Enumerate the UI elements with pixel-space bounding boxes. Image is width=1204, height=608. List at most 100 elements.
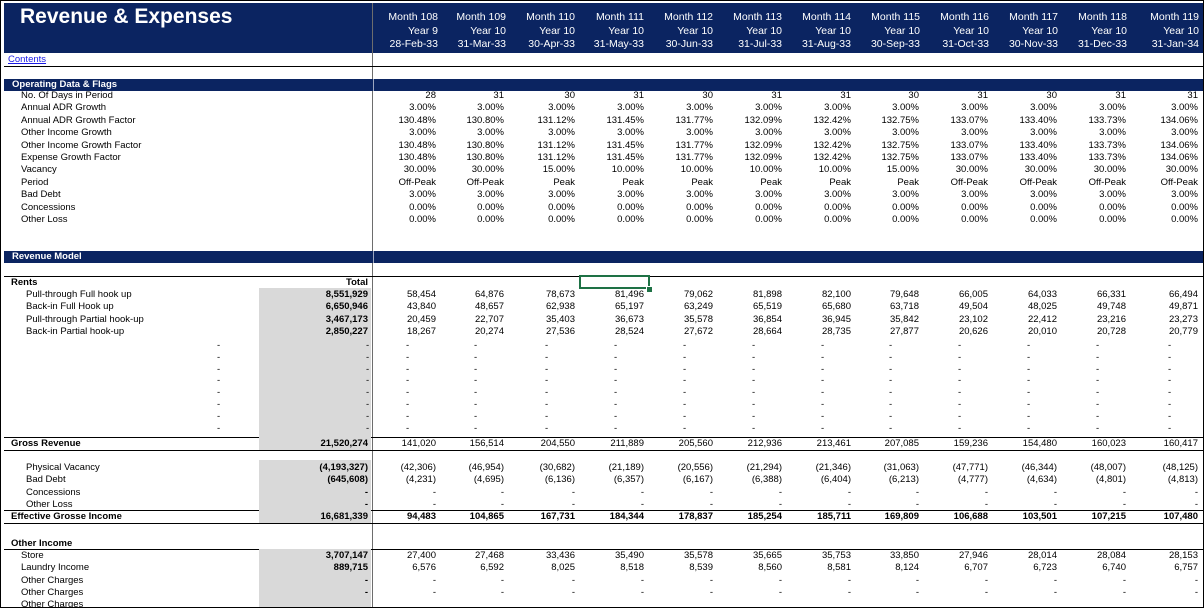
other-income-value[interactable]: 28,084 — [1096, 550, 1126, 561]
other-income-value[interactable]: 28,153 — [1168, 550, 1198, 561]
blank-value[interactable]: - — [406, 422, 410, 434]
rent-value[interactable]: 48,025 — [1027, 301, 1057, 313]
deduction-value[interactable]: (4,695) — [473, 474, 504, 486]
rent-value[interactable]: 66,331 — [1096, 289, 1126, 300]
operating-value[interactable]: 0.00% — [755, 214, 782, 225]
operating-value[interactable]: Peak — [760, 176, 782, 188]
operating-value[interactable]: 10.00% — [749, 164, 782, 176]
egi-value[interactable]: 167,731 — [540, 511, 575, 522]
deduction-value[interactable]: (6,388) — [751, 474, 782, 486]
blank-value[interactable]: - — [1096, 410, 1100, 422]
operating-value[interactable]: Off-Peak — [1088, 176, 1126, 188]
operating-value[interactable]: 131.12% — [537, 139, 575, 151]
operating-value[interactable]: 3.00% — [755, 189, 782, 201]
operating-value[interactable]: 3.00% — [961, 102, 988, 114]
other-income-value[interactable]: 6,723 — [1033, 562, 1057, 574]
operating-value[interactable]: 10.00% — [611, 164, 644, 176]
other-income-value[interactable]: - — [778, 574, 782, 586]
operating-value[interactable]: 30.00% — [471, 164, 504, 176]
contents-link[interactable]: Contents — [8, 54, 47, 65]
other-income-value[interactable]: - — [915, 574, 919, 586]
operating-value[interactable]: 0.00% — [686, 214, 713, 225]
rent-total[interactable]: 3,467,173 — [325, 313, 368, 325]
operating-value[interactable]: 3.00% — [892, 189, 919, 201]
operating-value[interactable]: 0.00% — [892, 214, 919, 225]
deduction-value[interactable]: - — [915, 486, 919, 498]
blank-value[interactable]: - — [406, 387, 410, 399]
rent-value[interactable]: 36,673 — [614, 313, 644, 325]
operating-value[interactable]: 3.00% — [892, 127, 919, 139]
deduction-value[interactable]: - — [1194, 486, 1198, 498]
operating-value[interactable]: 0.00% — [409, 214, 436, 225]
blank-value[interactable]: - — [683, 375, 687, 387]
rent-value[interactable]: 49,871 — [1168, 301, 1198, 313]
egi-value[interactable]: 104,865 — [469, 511, 504, 522]
deduction-value[interactable]: - — [778, 486, 782, 498]
other-income-value[interactable]: 8,124 — [895, 562, 919, 574]
operating-value[interactable]: 130.48% — [398, 152, 436, 163]
column-header-8[interactable]: Month 115 Year 10 30-Sep-33 — [851, 11, 920, 52]
operating-value[interactable]: 3.00% — [1099, 102, 1126, 114]
rent-value[interactable]: 81,496 — [614, 289, 644, 300]
deduction-value[interactable]: (21,294) — [746, 462, 782, 473]
rent-total[interactable]: 2,850,227 — [325, 325, 368, 337]
blank-value[interactable]: - — [889, 410, 893, 422]
operating-value[interactable]: 133.07% — [950, 152, 988, 163]
blank-value[interactable]: - — [958, 375, 962, 387]
other-income-value[interactable]: - — [432, 586, 436, 598]
operating-value[interactable]: 30 — [1046, 90, 1057, 101]
blank-value[interactable]: - — [683, 410, 687, 422]
blank-value[interactable]: - — [889, 399, 893, 410]
other-income-value[interactable]: 6,740 — [1102, 562, 1126, 574]
operating-value[interactable]: 0.00% — [824, 201, 851, 213]
column-header-10[interactable]: Month 117 Year 10 30-Nov-33 — [989, 11, 1058, 52]
operating-value[interactable]: 0.00% — [548, 201, 575, 213]
deduction-value[interactable]: (4,813) — [1167, 474, 1198, 486]
other-income-value[interactable]: 8,539 — [689, 562, 713, 574]
other-income-value[interactable]: 6,707 — [964, 562, 988, 574]
rent-value[interactable]: 65,197 — [614, 301, 644, 313]
operating-value[interactable]: 132.42% — [813, 152, 851, 163]
blank-value[interactable]: - — [1096, 363, 1100, 375]
operating-value[interactable]: 131.12% — [537, 114, 575, 126]
operating-value[interactable]: Off-Peak — [950, 176, 988, 188]
gross-revenue-value[interactable]: 205,560 — [678, 438, 713, 449]
rent-value[interactable]: 20,779 — [1168, 325, 1198, 337]
rent-value[interactable]: 49,504 — [958, 301, 988, 313]
blank-value[interactable]: - — [406, 375, 410, 387]
blank-value[interactable]: - — [406, 399, 410, 410]
other-income-value[interactable]: 6,757 — [1174, 562, 1198, 574]
blank-value[interactable]: - — [545, 422, 549, 434]
column-header-2[interactable]: Month 109 Year 10 31-Mar-33 — [437, 11, 506, 52]
operating-value[interactable]: 132.75% — [881, 139, 919, 151]
operating-value[interactable]: 3.00% — [755, 127, 782, 139]
operating-value[interactable]: 131.45% — [606, 114, 644, 126]
other-income-value[interactable]: - — [1053, 574, 1057, 586]
other-income-value[interactable]: - — [847, 574, 851, 586]
blank-value[interactable]: - — [683, 340, 687, 351]
operating-value[interactable]: 132.09% — [744, 152, 782, 163]
rent-value[interactable]: 35,578 — [683, 313, 713, 325]
operating-value[interactable]: 131.45% — [606, 152, 644, 163]
blank-value[interactable]: - — [474, 375, 478, 387]
operating-value[interactable]: 3.00% — [617, 127, 644, 139]
blank-value[interactable]: - — [545, 387, 549, 399]
egi-value[interactable]: 178,837 — [678, 511, 713, 522]
operating-value[interactable]: 15.00% — [542, 164, 575, 176]
operating-value[interactable]: Peak — [622, 176, 644, 188]
operating-value[interactable]: 30.00% — [1093, 164, 1126, 176]
deduction-value[interactable]: (30,682) — [539, 462, 575, 473]
operating-value[interactable]: Off-Peak — [1019, 176, 1057, 188]
deduction-value[interactable]: (4,634) — [1026, 474, 1057, 486]
rent-value[interactable]: 79,648 — [889, 289, 919, 300]
rent-value[interactable]: 20,728 — [1096, 325, 1126, 337]
rent-value[interactable]: 66,494 — [1168, 289, 1198, 300]
operating-value[interactable]: 3.00% — [824, 102, 851, 114]
blank-value[interactable]: - — [752, 363, 756, 375]
deduction-value[interactable]: - — [640, 498, 644, 510]
deduction-value[interactable]: - — [1053, 486, 1057, 498]
other-income-value[interactable]: - — [1053, 586, 1057, 598]
operating-value[interactable]: 31 — [1115, 90, 1126, 101]
blank-value[interactable]: - — [958, 351, 962, 363]
deduction-value[interactable]: - — [500, 486, 504, 498]
